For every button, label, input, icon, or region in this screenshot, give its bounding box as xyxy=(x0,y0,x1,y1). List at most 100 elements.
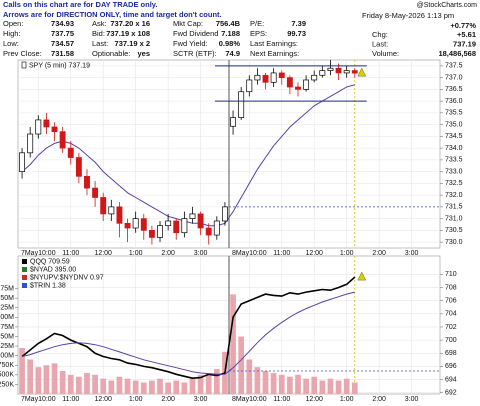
candle-body xyxy=(270,72,277,83)
candle-body xyxy=(35,119,42,135)
quote-label: Optionable: xyxy=(92,49,130,58)
y-tick-label: 733.5 xyxy=(445,157,463,164)
volume-bar xyxy=(27,359,34,394)
quote-label: Bid: xyxy=(92,29,105,38)
note-box xyxy=(0,0,236,21)
quote-label: Prev Close: xyxy=(3,49,42,58)
quote-value: 756.4B xyxy=(216,19,241,28)
x-tick-label: 12:00 xyxy=(94,250,112,257)
candle-body xyxy=(189,213,196,219)
candle-body xyxy=(335,67,342,74)
y-tick-label: 735.5 xyxy=(445,110,463,117)
moving-average xyxy=(21,291,355,375)
candle-body xyxy=(157,225,163,238)
candle-body xyxy=(262,74,269,83)
candle-body xyxy=(116,206,123,224)
quote-label: Chg: xyxy=(372,30,388,39)
volume-tick-label: 2.50M xyxy=(0,295,14,302)
quote-label: Low: xyxy=(3,39,19,48)
quote-value: 737.75 xyxy=(51,29,74,38)
candle-body xyxy=(173,220,180,234)
candle-body xyxy=(319,70,326,76)
x-tick-label: 7May10:00 xyxy=(21,250,56,257)
volume-bar xyxy=(116,376,123,394)
candle-body xyxy=(19,152,26,172)
candle-body xyxy=(108,206,115,215)
volume-bar xyxy=(43,365,50,394)
quote-label: Open: xyxy=(3,19,23,28)
candle-body xyxy=(246,79,253,93)
volume-bar xyxy=(278,374,285,394)
legend-swatch xyxy=(22,267,27,272)
y-tick-label: 736.5 xyxy=(445,86,463,93)
volume-bar xyxy=(295,374,301,394)
volume-tick-label: 2.75M xyxy=(0,285,14,292)
y-tick-label: 700 xyxy=(445,337,457,344)
quote-value: 0.98% xyxy=(219,39,241,48)
candle-body xyxy=(181,218,188,234)
y-tick-label: 731.5 xyxy=(445,204,463,211)
volume-bar xyxy=(230,294,236,394)
y-tick-label: 731.0 xyxy=(445,215,463,222)
legend-label: QQQ 709.59 xyxy=(30,259,70,266)
candle-body xyxy=(148,230,155,238)
y-tick-label: 732.0 xyxy=(445,192,463,199)
volume-tick-label: 1.00M xyxy=(0,353,14,360)
qqq-panel: 692 694 696 698 700 702 704 706 708 710 7May10:00 1… xyxy=(0,256,457,403)
y-tick-label: 706 xyxy=(445,298,457,305)
candle-body xyxy=(303,79,310,90)
moving-average xyxy=(21,84,355,227)
quote-label: EPS: xyxy=(250,29,267,38)
quote-label: Last Earnings: xyxy=(250,39,298,48)
legend-label: $NYUPV:$NYDNV 0.97 xyxy=(30,275,104,282)
volume-bar xyxy=(246,359,253,394)
quote-value: 7.39 xyxy=(291,19,306,28)
y-tick-label: 732.5 xyxy=(445,180,463,187)
volume-bar xyxy=(100,378,107,394)
volume-bar xyxy=(76,376,82,394)
volume-bar xyxy=(165,382,171,394)
candle-body xyxy=(213,220,220,236)
y-tick-label: 698 xyxy=(445,350,457,357)
volume-bar xyxy=(35,367,42,394)
x-tick-label: 2:00 xyxy=(161,396,175,403)
y-tick-label: 710 xyxy=(445,271,457,278)
volume-bar xyxy=(59,371,66,394)
direction-arrow xyxy=(357,67,367,77)
volume-bar xyxy=(189,378,196,394)
candle-body xyxy=(92,187,99,198)
y-tick-label: 737.5 xyxy=(445,63,463,70)
y-tick-label: 733.0 xyxy=(445,168,463,175)
quote-value: yes xyxy=(137,49,150,58)
volume-tick-label: 2.00M xyxy=(0,314,14,321)
quote-label: High: xyxy=(3,29,21,38)
volume-bar xyxy=(254,367,261,394)
candle-body xyxy=(51,126,58,133)
candle-body xyxy=(59,131,66,149)
y-tick-label: 708 xyxy=(445,284,457,291)
quote-value: 734.57 xyxy=(51,39,74,48)
quote-label: Next Earnings: xyxy=(250,49,299,58)
quote-label: Fwd Yield: xyxy=(173,39,208,48)
legend-swatch xyxy=(22,275,27,280)
volume-bar xyxy=(213,369,220,394)
candle-body xyxy=(140,218,147,231)
quote-value: +5.61 xyxy=(457,30,476,39)
y-tick-label: 694 xyxy=(445,376,457,383)
quote-value: 737.19 xyxy=(453,39,476,48)
quote-value: 734.93 xyxy=(51,19,74,28)
x-tick-label: 3:00 xyxy=(405,250,419,257)
candle-body xyxy=(238,91,245,118)
candle-body xyxy=(67,147,74,158)
legend-swatch xyxy=(22,283,27,288)
volume-bar xyxy=(270,372,277,394)
candle-body xyxy=(27,133,34,154)
y-tick-label: 702 xyxy=(445,324,457,331)
candle-body xyxy=(278,72,285,78)
quote-label: Last: xyxy=(372,39,388,48)
candle-body xyxy=(132,218,139,229)
quote-value: 7.188 xyxy=(221,29,240,38)
x-tick-label: 2:00 xyxy=(161,250,175,257)
quote-value: 18,486,568 xyxy=(438,49,476,58)
volume-bar xyxy=(335,380,342,394)
